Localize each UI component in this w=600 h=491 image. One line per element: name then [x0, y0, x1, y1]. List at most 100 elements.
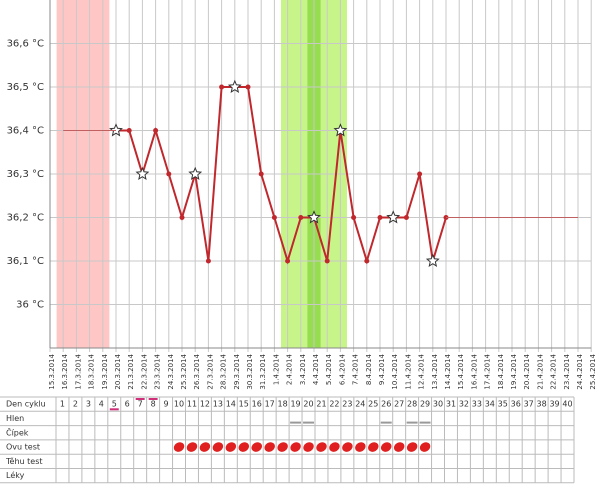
day-number: 33 [472, 400, 482, 409]
ovu-mark [329, 442, 340, 452]
point [417, 171, 423, 177]
x-tick-label: 21.3.2014 [127, 353, 135, 389]
point [324, 258, 330, 264]
ovu-mark [316, 442, 327, 452]
row-label: Hlen [6, 414, 24, 423]
day-number: 26 [381, 400, 391, 409]
y-tick-label: 36,1 °C [7, 256, 44, 267]
row-label: Ovu test [6, 443, 40, 452]
star-point [425, 253, 440, 267]
day-number: 18 [278, 400, 288, 409]
x-tick-label: 3.4.2014 [299, 353, 307, 385]
x-tick-label: 7.4.2014 [352, 353, 360, 385]
day-number: 23 [342, 400, 352, 409]
day-number: 35 [498, 400, 508, 409]
ovu-mark [173, 442, 185, 452]
point [298, 215, 304, 220]
ovu-mark [264, 442, 275, 452]
day-number: 17 [265, 400, 275, 409]
x-tick-label: 5.4.2014 [325, 353, 333, 385]
day-number: 32 [459, 400, 469, 409]
y-tick-label: 36,4 °C [7, 126, 44, 137]
hlen-mark [290, 421, 302, 424]
day-number: 37 [524, 400, 534, 409]
x-tick-label: 16.4.2014 [470, 353, 478, 389]
x-tick-label: 23.4.2014 [563, 353, 571, 389]
day-number: 27 [394, 400, 404, 409]
point [377, 215, 383, 220]
star-point [307, 210, 321, 224]
x-tick-label: 19.3.2014 [101, 353, 109, 389]
point [205, 258, 211, 264]
x-tick-label: 23.3.2014 [154, 353, 162, 389]
star-point [135, 166, 150, 180]
day-number: 16 [252, 400, 262, 409]
row-label: Těhu test [5, 457, 43, 466]
day-number: 20 [303, 400, 313, 409]
day-number: 6 [125, 400, 130, 409]
row-label: Čípek [6, 426, 29, 437]
x-tick-label: 1.4.2014 [272, 353, 280, 385]
day-number: 31 [446, 400, 456, 409]
line [63, 130, 578, 218]
star-point [333, 123, 348, 137]
day-number: 10 [174, 400, 184, 409]
x-tick-label: 16.3.2014 [61, 353, 69, 389]
x-tick-label: 18.4.2014 [497, 353, 505, 389]
day-number: 22 [329, 400, 339, 409]
x-tick-label: 30.3.2014 [246, 353, 254, 389]
ovu-mark [212, 442, 224, 452]
point [403, 215, 409, 220]
ovu-mark [225, 442, 237, 452]
day-number: 15 [239, 400, 249, 409]
x-tick-label: 22.4.2014 [550, 353, 558, 389]
day-number: 11 [187, 400, 197, 409]
day-number: 29 [420, 400, 430, 409]
ovu-mark [199, 442, 211, 452]
x-tick-label: 25.3.2014 [180, 353, 188, 389]
ovu-mark [406, 442, 418, 452]
hlen-mark [303, 421, 314, 424]
x-tick-label: 9.4.2014 [378, 353, 386, 385]
day-number: 7 [138, 400, 143, 409]
x-tick-label: 12.4.2014 [418, 353, 426, 389]
day-number: 8 [151, 400, 156, 409]
day-number: 13 [213, 400, 223, 409]
point [153, 128, 159, 133]
x-tick-label: 28.3.2014 [220, 353, 228, 389]
day-number: 4 [99, 400, 104, 409]
x-tick-label: 13.4.2014 [431, 353, 439, 389]
day-number: 39 [549, 400, 559, 409]
x-tick-label: 8.4.2014 [365, 353, 373, 385]
day-number: 21 [316, 400, 326, 409]
day-number: 28 [407, 400, 417, 409]
point [219, 84, 225, 90]
point [285, 258, 291, 264]
x-tick-label: 22.3.2014 [140, 353, 148, 389]
day-number: 14 [226, 400, 236, 409]
day-number: 38 [537, 400, 547, 409]
ovu-mark [355, 442, 366, 452]
row-label: Léky [6, 470, 25, 480]
ovu-mark [380, 442, 392, 452]
day-number: 36 [511, 400, 521, 409]
x-tick-label: 25.4.2014 [589, 353, 597, 389]
x-tick-label: 15.4.2014 [457, 353, 465, 389]
x-tick-label: 15.3.2014 [48, 353, 56, 389]
x-tick-label: 20.3.2014 [114, 353, 122, 389]
x-tick-label: 27.3.2014 [206, 353, 214, 389]
day-number: 9 [164, 400, 169, 409]
day-number: 25 [368, 400, 378, 409]
x-tick-label: 17.3.2014 [74, 353, 82, 389]
point [364, 258, 370, 264]
day-number: 1 [60, 400, 65, 409]
y-tick-label: 36,5 °C [7, 82, 44, 93]
day-number: 12 [200, 400, 210, 409]
day-number: 2 [73, 400, 78, 409]
x-tick-label: 26.3.2014 [193, 353, 201, 389]
ovu-mark [303, 442, 314, 452]
day-number: 30 [433, 400, 443, 409]
x-tick-label: 14.4.2014 [444, 353, 452, 389]
x-tick-label: 4.4.2014 [312, 353, 320, 385]
